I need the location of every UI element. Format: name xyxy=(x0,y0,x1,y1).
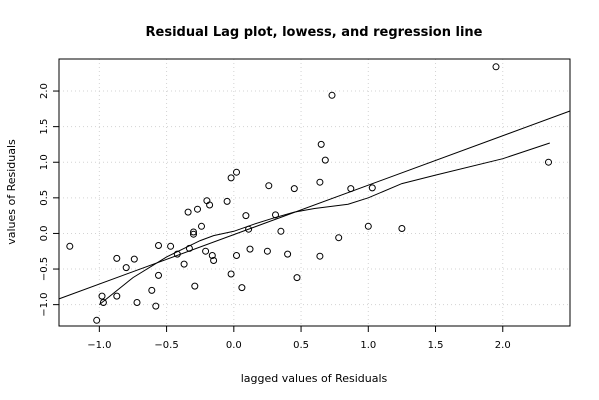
data-point xyxy=(328,91,336,99)
data-point xyxy=(317,140,325,148)
data-point xyxy=(98,292,106,300)
data-point xyxy=(66,242,74,250)
data-point xyxy=(130,255,138,263)
data-point xyxy=(227,270,235,278)
data-point xyxy=(223,197,231,205)
data-point xyxy=(184,208,192,216)
data-point xyxy=(284,250,292,258)
data-point xyxy=(246,245,254,253)
data-point xyxy=(113,292,121,300)
data-point xyxy=(113,254,121,262)
y-tick-label: 1.0 xyxy=(39,154,50,170)
data-point xyxy=(316,178,324,186)
data-point xyxy=(206,201,214,209)
lowess-curve xyxy=(98,142,550,305)
x-tick-label: −0.5 xyxy=(154,340,178,351)
data-point xyxy=(238,284,246,292)
data-point xyxy=(398,225,406,232)
data-point xyxy=(152,302,160,310)
x-tick-label: 1.0 xyxy=(360,340,376,351)
data-point xyxy=(316,252,324,260)
regression-line xyxy=(58,110,571,300)
data-point xyxy=(198,222,205,230)
data-point xyxy=(190,230,197,238)
data-point xyxy=(290,185,298,193)
data-point xyxy=(242,212,250,220)
data-point xyxy=(277,227,285,235)
data-point xyxy=(148,286,156,294)
plot-frame xyxy=(58,58,571,327)
data-point xyxy=(122,264,130,272)
y-axis: −1.0 −0.5 0.0 0.5 1.0 1.5 2.0 xyxy=(39,83,59,317)
grid-lines xyxy=(59,59,570,326)
y-tick-label: 0.0 xyxy=(39,225,50,241)
data-point xyxy=(173,250,181,258)
data-point xyxy=(492,63,500,71)
data-point xyxy=(233,252,240,259)
y-tick-label: 0.5 xyxy=(39,190,50,206)
data-point xyxy=(321,156,329,164)
data-point xyxy=(155,271,162,279)
data-point xyxy=(185,244,193,252)
x-axis: −1.0 −0.5 0.0 0.5 1.0 1.5 2.0 xyxy=(87,326,511,351)
data-point xyxy=(208,252,216,259)
data-point xyxy=(272,211,279,219)
data-point xyxy=(99,299,107,306)
data-point xyxy=(227,174,235,182)
x-tick-label: 2.0 xyxy=(495,340,511,351)
data-point xyxy=(368,184,376,192)
data-point xyxy=(364,222,372,230)
x-tick-label: 0.5 xyxy=(293,340,309,351)
data-point xyxy=(233,168,240,176)
data-point xyxy=(347,185,355,193)
data-point xyxy=(133,299,141,306)
data-point xyxy=(265,182,273,190)
data-point xyxy=(194,205,201,213)
data-point xyxy=(245,225,253,233)
data-point xyxy=(210,257,218,264)
data-point xyxy=(180,260,188,268)
data-points xyxy=(66,63,552,324)
data-point xyxy=(155,242,162,249)
data-point xyxy=(335,234,343,242)
y-tick-label: 1.5 xyxy=(39,119,50,135)
chart-title: Residual Lag plot, lowess, and regressio… xyxy=(146,25,483,40)
x-tick-label: 0.0 xyxy=(226,340,242,351)
data-point xyxy=(191,282,199,290)
fit-lines xyxy=(58,110,571,305)
x-axis-label: lagged values of Residuals xyxy=(241,372,388,385)
y-tick-label: 2.0 xyxy=(39,83,50,99)
y-tick-label: −0.5 xyxy=(39,257,50,281)
x-tick-label: 1.5 xyxy=(428,340,444,351)
data-point xyxy=(202,247,210,255)
data-point xyxy=(293,274,301,282)
data-point xyxy=(545,158,552,166)
data-point xyxy=(167,242,175,250)
x-tick-label: −1.0 xyxy=(87,340,111,351)
y-tick-label: −1.0 xyxy=(39,292,50,316)
data-point xyxy=(263,247,271,255)
data-point xyxy=(190,228,197,236)
y-axis-label: values of Residuals xyxy=(5,139,18,245)
data-point xyxy=(93,316,101,324)
